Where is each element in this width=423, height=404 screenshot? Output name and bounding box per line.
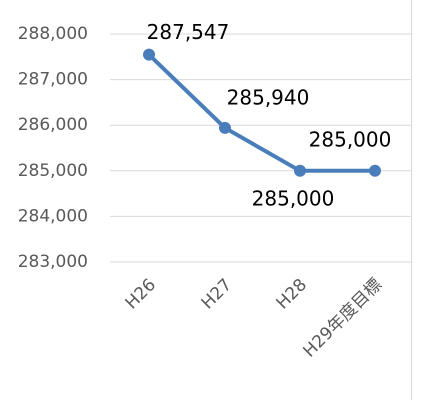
data-point (369, 164, 381, 177)
data-label: 285,000 (309, 127, 392, 151)
y-tick-label: 285,000 (18, 161, 88, 181)
series-line (147, 53, 375, 173)
data-point (219, 121, 231, 134)
data-point (143, 48, 155, 61)
y-tick-label: 288,000 (18, 24, 88, 44)
y-tick-label: 287,000 (18, 70, 88, 90)
y-tick-label: 286,000 (18, 115, 88, 135)
data-label: 287,547 (147, 20, 230, 44)
y-tick-label: 283,000 (18, 252, 88, 272)
data-label: 285,000 (252, 186, 335, 210)
data-point (294, 164, 306, 177)
y-tick-label: 284,000 (18, 206, 88, 226)
data-label: 285,940 (227, 85, 310, 109)
